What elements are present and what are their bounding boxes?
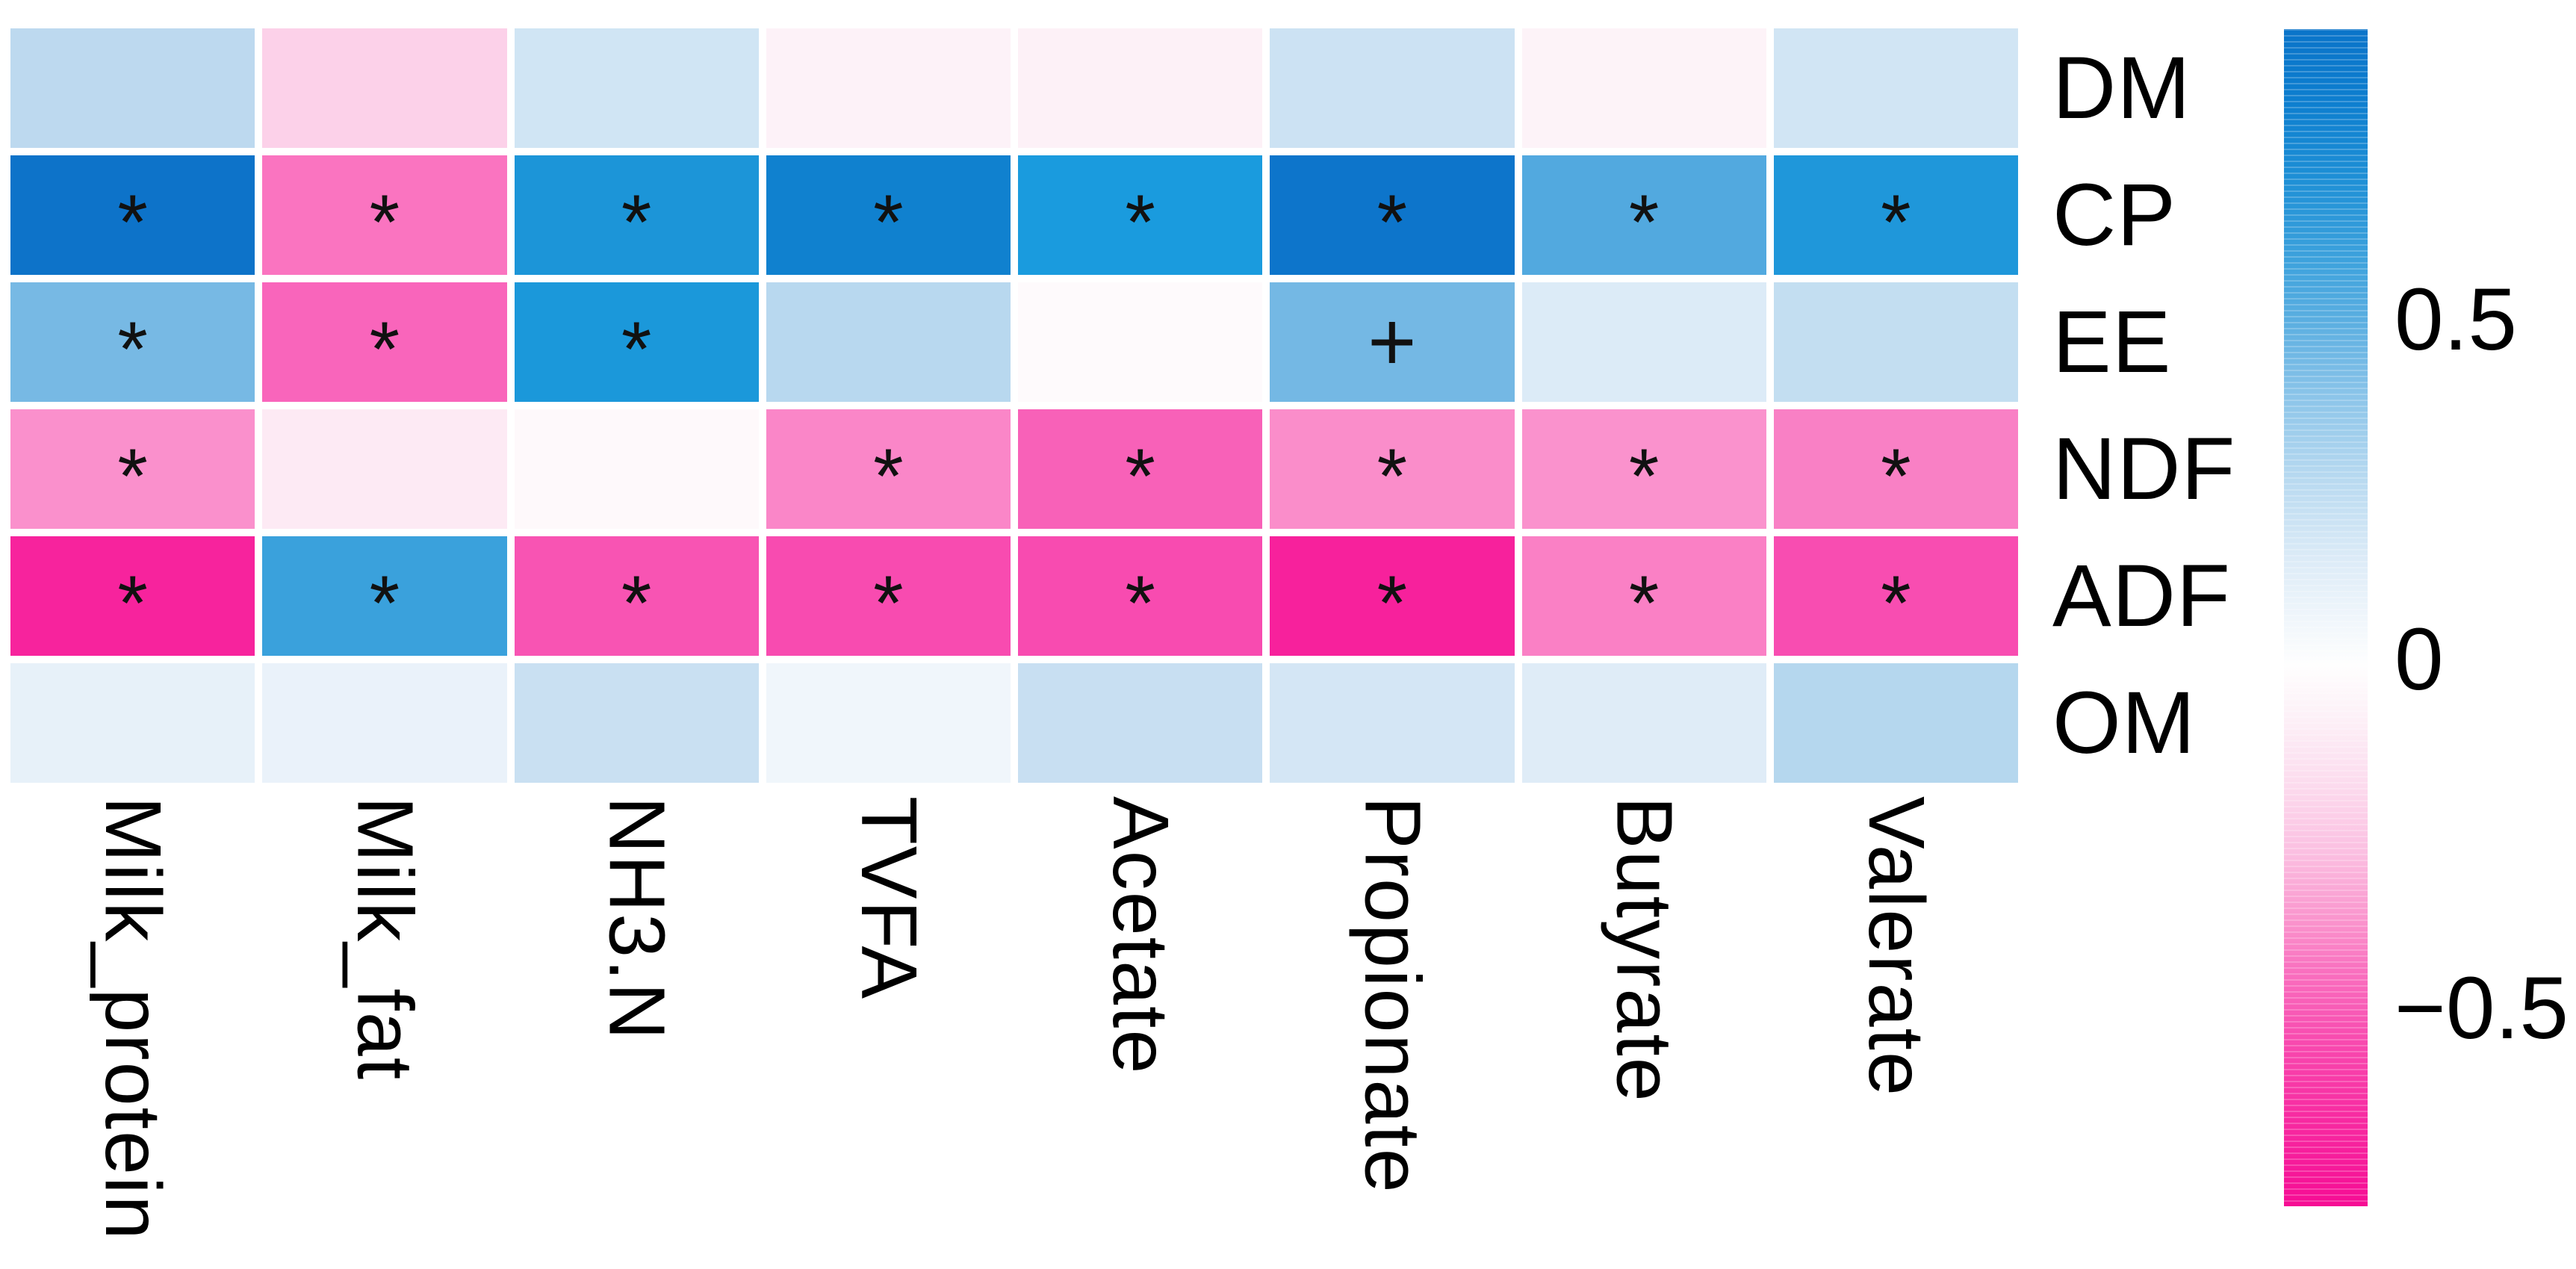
row-label-ADF: ADF — [2052, 547, 2231, 645]
asterisk-significance-marker: * — [1377, 560, 1408, 647]
column-label-Milk_fat: Milk_fat — [341, 796, 429, 1082]
asterisk-significance-marker: * — [621, 306, 652, 393]
cell-ADF-TVFA: * — [766, 536, 1011, 656]
asterisk-significance-marker: * — [1881, 560, 1911, 647]
asterisk-significance-marker: * — [1628, 433, 1660, 520]
cell-NDF-Acetate: * — [1018, 409, 1263, 529]
cell-OM-Propionate — [1270, 663, 1515, 783]
asterisk-significance-marker: * — [1125, 433, 1155, 520]
cell-EE-Propionate: + — [1270, 282, 1515, 402]
asterisk-significance-marker: * — [873, 433, 904, 520]
colorbar-tick-0.5: 0.5 — [2395, 270, 2518, 369]
cell-OM-Milk_fat — [262, 663, 507, 783]
cell-OM-NH3.N — [514, 663, 759, 783]
asterisk-significance-marker: * — [1125, 179, 1155, 266]
asterisk-significance-marker: * — [1377, 179, 1408, 266]
asterisk-significance-marker: * — [1377, 433, 1408, 520]
cell-EE-TVFA — [766, 282, 1011, 402]
cell-CP-Acetate: * — [1018, 155, 1263, 275]
cell-ADF-Propionate: * — [1270, 536, 1515, 656]
column-labels: Milk_protein Milk_fat NH3.N TVFA Acetate Prop… — [10, 796, 2018, 1259]
cell-ADF-Valerate: * — [1773, 536, 2018, 656]
cell-CP-TVFA: * — [766, 155, 1011, 275]
column-label-NH3.N: NH3.N — [592, 796, 681, 1042]
cell-NDF-Milk_fat — [262, 409, 507, 529]
cell-ADF-Milk_protein: * — [10, 536, 255, 656]
cell-NDF-Valerate: * — [1773, 409, 2018, 529]
row-label-OM: OM — [2052, 674, 2197, 772]
cell-CP-Milk_fat: * — [262, 155, 507, 275]
asterisk-significance-marker: * — [1881, 179, 1911, 266]
cell-EE-Milk_fat: * — [262, 282, 507, 402]
cell-CP-NH3.N: * — [514, 155, 759, 275]
column-label-Valerate: Valerate — [1852, 796, 1940, 1097]
cell-OM-Valerate — [1773, 663, 2018, 783]
cell-DM-Butyrate — [1521, 28, 1766, 148]
asterisk-significance-marker: * — [369, 179, 400, 266]
cell-EE-Milk_protein: * — [10, 282, 255, 402]
asterisk-significance-marker: * — [117, 179, 148, 266]
asterisk-significance-marker: * — [369, 306, 400, 393]
cell-NDF-Milk_protein: * — [10, 409, 255, 529]
colorbar-tick-0: 0 — [2395, 610, 2444, 709]
cell-NDF-Propionate: * — [1270, 409, 1515, 529]
cell-DM-NH3.N — [514, 28, 759, 148]
row-labels: DM CP EE NDF ADF OM — [2052, 28, 2366, 783]
row-label-CP: CP — [2052, 166, 2176, 264]
asterisk-significance-marker: * — [117, 560, 148, 647]
cell-NDF-Butyrate: * — [1521, 409, 1766, 529]
plus-significance-marker: + — [1368, 295, 1417, 388]
asterisk-significance-marker: * — [1125, 560, 1155, 647]
column-label-Acetate: Acetate — [1096, 796, 1185, 1076]
row-label-EE: EE — [2052, 293, 2172, 391]
cell-EE-NH3.N: * — [514, 282, 759, 402]
cell-ADF-Milk_fat: * — [262, 536, 507, 656]
asterisk-significance-marker: * — [1628, 179, 1660, 266]
column-label-Propionate: Propionate — [1348, 796, 1437, 1194]
row-label-NDF: NDF — [2052, 420, 2236, 518]
asterisk-significance-marker: * — [621, 179, 652, 266]
cell-ADF-Butyrate: * — [1521, 536, 1766, 656]
cell-OM-Butyrate — [1521, 663, 1766, 783]
asterisk-significance-marker: * — [117, 433, 148, 520]
cell-CP-Valerate: * — [1773, 155, 2018, 275]
column-label-Milk_protein: Milk_protein — [89, 796, 178, 1241]
cell-EE-Acetate — [1018, 282, 1263, 402]
cell-NDF-TVFA: * — [766, 409, 1011, 529]
cell-DM-TVFA — [766, 28, 1011, 148]
column-label-Butyrate: Butyrate — [1600, 796, 1689, 1103]
cell-DM-Acetate — [1018, 28, 1263, 148]
colorbar — [2284, 29, 2368, 1206]
colorbar-stripes — [2284, 29, 2368, 1206]
cell-DM-Milk_protein — [10, 28, 255, 148]
cell-OM-Milk_protein — [10, 663, 255, 783]
colorbar-tick-labels: 0.5 0 −0.5 — [2395, 0, 2574, 1269]
asterisk-significance-marker: * — [873, 560, 904, 647]
asterisk-significance-marker: * — [873, 179, 904, 266]
asterisk-significance-marker: * — [1881, 433, 1911, 520]
asterisk-significance-marker: * — [621, 560, 652, 647]
cell-EE-Valerate — [1773, 282, 2018, 402]
cell-NDF-NH3.N — [514, 409, 759, 529]
cell-EE-Butyrate — [1521, 282, 1766, 402]
colorbar-tick-−0.5: −0.5 — [2395, 959, 2569, 1058]
cell-DM-Milk_fat — [262, 28, 507, 148]
asterisk-significance-marker: * — [369, 560, 400, 647]
cell-CP-Propionate: * — [1270, 155, 1515, 275]
cell-ADF-Acetate: * — [1018, 536, 1263, 656]
cell-DM-Propionate — [1270, 28, 1515, 148]
cell-OM-TVFA — [766, 663, 1011, 783]
cell-CP-Butyrate: * — [1521, 155, 1766, 275]
cell-ADF-NH3.N: * — [514, 536, 759, 656]
heatmap-grid: * * * * * * * * * * * + * * * * * * * * * * * * * * — [10, 28, 2018, 783]
cell-CP-Milk_protein: * — [10, 155, 255, 275]
cell-DM-Valerate — [1773, 28, 2018, 148]
cell-OM-Acetate — [1018, 663, 1263, 783]
asterisk-significance-marker: * — [117, 306, 148, 393]
row-label-DM: DM — [2052, 39, 2191, 137]
asterisk-significance-marker: * — [1628, 560, 1660, 647]
column-label-TVFA: TVFA — [844, 796, 933, 1001]
